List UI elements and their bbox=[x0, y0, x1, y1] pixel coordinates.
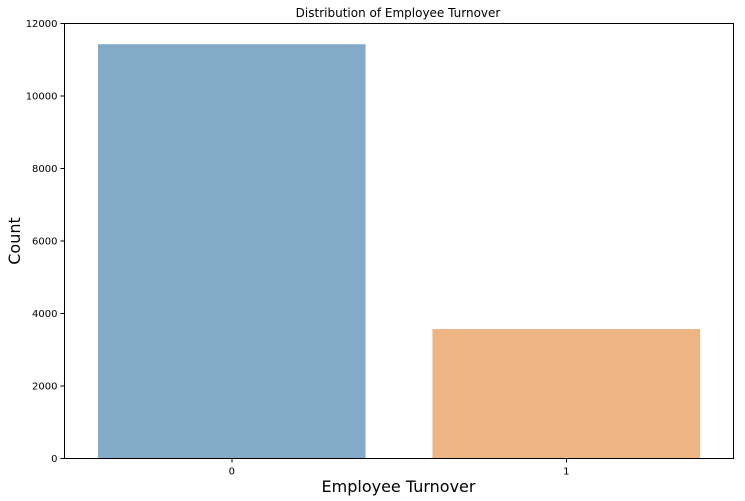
bar-0 bbox=[97, 44, 366, 459]
y-tick-label-10000: 10000 bbox=[26, 92, 58, 103]
y-axis-label: Count bbox=[5, 217, 24, 265]
y-tick-label-6000: 6000 bbox=[32, 237, 57, 248]
y-tick-label-0: 0 bbox=[51, 454, 57, 465]
bar-1 bbox=[432, 329, 701, 459]
x-axis-label: Employee Turnover bbox=[322, 477, 476, 496]
x-tick-label-0: 0 bbox=[229, 467, 235, 478]
y-tick-label-2000: 2000 bbox=[32, 382, 57, 393]
chart-title: Distribution of Employee Turnover bbox=[296, 6, 501, 20]
x-tick-label-1: 1 bbox=[563, 467, 569, 478]
y-tick-label-4000: 4000 bbox=[32, 309, 57, 320]
y-tick-label-12000: 12000 bbox=[26, 19, 58, 30]
y-tick-label-8000: 8000 bbox=[32, 164, 57, 175]
plot-frame bbox=[64, 23, 734, 459]
